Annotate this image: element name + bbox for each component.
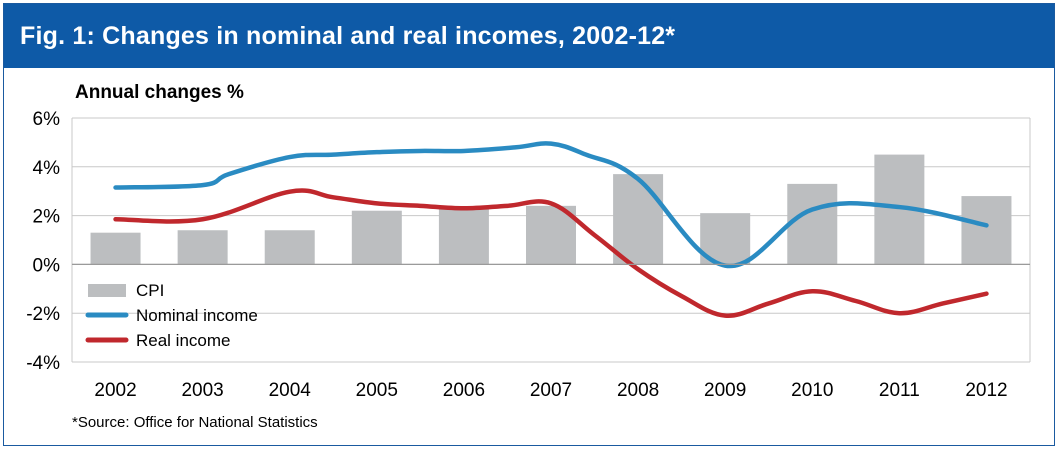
y-tick-label: 6% <box>33 109 61 130</box>
cpi-bar-2012 <box>961 196 1012 265</box>
nominal-income-line <box>113 141 989 269</box>
cpi-bar-2003 <box>177 230 228 265</box>
line-layer <box>113 141 989 318</box>
x-tick-label-2009: 2009 <box>704 380 746 401</box>
x-tick-label-2007: 2007 <box>530 380 572 401</box>
title-bar: Fig. 1: Changes in nominal and real inco… <box>4 4 1054 68</box>
bar-layer <box>90 154 1012 265</box>
x-tick-label-2010: 2010 <box>791 380 833 401</box>
y-tick-label: 2% <box>33 207 61 228</box>
x-tick-label-2011: 2011 <box>879 380 920 401</box>
cpi-bar-2002 <box>90 232 141 265</box>
source-note: *Source: Office for National Statistics <box>72 414 318 431</box>
axis-layer: Annual changes % -4% -2% 0% 2% 4% 6% 2002 2003 20… <box>26 82 1030 401</box>
y-tick-label: -2% <box>26 304 60 325</box>
x-tick-label-2012: 2012 <box>965 380 1007 401</box>
y-tick-label: -4% <box>26 353 60 374</box>
cpi-bar-2006 <box>438 208 489 265</box>
cpi-bar-2004 <box>264 230 315 265</box>
x-tick-label-2004: 2004 <box>269 380 312 401</box>
real-income-line <box>113 188 989 318</box>
cpi-bar-2007 <box>526 205 576 265</box>
y-tick-label: 4% <box>33 158 61 179</box>
y-axis-label: Annual changes % <box>75 82 244 103</box>
legend-label-real-income: Real income <box>136 331 231 350</box>
x-tick-label-2005: 2005 <box>356 380 398 401</box>
x-tick-label-2003: 2003 <box>181 380 223 401</box>
legend-label-nominal-income: Nominal income <box>136 306 258 325</box>
y-tick-label: 0% <box>33 255 61 276</box>
legend-swatch-cpi <box>88 284 126 297</box>
x-tick-label-2008: 2008 <box>617 380 659 401</box>
figure-title: Fig. 1: Changes in nominal and real inco… <box>20 21 676 50</box>
cpi-bar-2005 <box>351 210 402 265</box>
cpi-bar-2010 <box>787 183 838 265</box>
cpi-bar-2008 <box>613 174 664 265</box>
x-tick-label-2002: 2002 <box>94 380 136 401</box>
legend: CPI Nominal income Real income <box>85 281 258 350</box>
x-tick-label-2006: 2006 <box>443 380 485 401</box>
legend-label-cpi: CPI <box>136 281 164 300</box>
